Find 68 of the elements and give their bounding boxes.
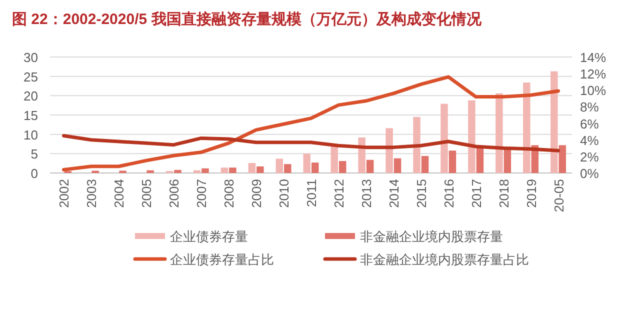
bar [303, 154, 310, 173]
x-tick-label: 2006 [166, 179, 182, 208]
bar [476, 147, 484, 173]
bar [394, 158, 402, 173]
bar [312, 162, 319, 173]
bar [276, 158, 284, 173]
y-tick-label: 30 [24, 50, 38, 65]
y2-tick-label: 8% [580, 100, 600, 115]
x-tick-label: 20-05 [551, 179, 566, 212]
y2-tick-label: 14% [580, 50, 606, 65]
chart-title: 图 22：2002-2020/5 我国直接融资存量规模（万亿元）及构成变化情况 [12, 10, 482, 28]
x-tick-label: 2004 [112, 179, 127, 208]
x-tick-label: 2002 [56, 179, 72, 208]
y2-tick-label: 2% [580, 149, 600, 164]
bar [358, 137, 366, 173]
x-tick-label: 2017 [468, 179, 484, 208]
bar [448, 150, 456, 173]
x-tick-label: 2018 [496, 179, 512, 208]
x-tick-label: 2003 [84, 179, 100, 208]
y-tick-label: 20 [24, 88, 38, 104]
y-tick-label: 25 [24, 69, 38, 84]
x-tick-label: 2007 [194, 179, 210, 208]
y2-tick-label: 6% [580, 116, 600, 132]
bar [256, 166, 264, 173]
x-tick-label: 2019 [524, 179, 539, 208]
x-tick-label: 2012 [331, 179, 346, 208]
x-tick-label: 2008 [222, 179, 237, 208]
y2-tick-label: 4% [580, 132, 600, 148]
bar [284, 164, 292, 173]
y2-tick-label: 12% [580, 66, 606, 82]
y-tick-label: 10 [24, 127, 38, 142]
bar [523, 82, 530, 173]
y2-tick-label: 10% [580, 83, 606, 98]
bar [338, 161, 346, 173]
x-tick-label: 2005 [139, 179, 154, 208]
bar [229, 168, 236, 173]
bar [468, 100, 476, 173]
bar [202, 168, 209, 173]
bar [421, 156, 429, 173]
y2-tick-label: 0% [580, 166, 600, 181]
y-tick-label: 5 [30, 146, 38, 162]
x-tick-label: 2014 [386, 179, 402, 208]
bar [174, 170, 182, 173]
bar [413, 116, 420, 173]
bar [558, 145, 566, 173]
x-tick-label: 2016 [441, 179, 456, 208]
bar [193, 170, 201, 173]
bar [220, 168, 228, 173]
legend-label: 企业债券存量占比 [170, 252, 274, 267]
x-tick-label: 2010 [276, 179, 292, 208]
bar [550, 71, 558, 173]
bar [386, 128, 393, 173]
bar [504, 148, 512, 173]
bar [248, 162, 256, 173]
x-tick-label: 2011 [304, 179, 319, 207]
bar [366, 160, 374, 173]
bar [146, 170, 154, 173]
x-tick-label: 2013 [358, 179, 374, 208]
bar [496, 93, 503, 173]
bar [440, 104, 448, 173]
legend-label: 企业债券存量 [170, 229, 248, 244]
y-tick-label: 0 [30, 166, 38, 181]
x-tick-label: 2009 [249, 179, 264, 208]
bar [330, 146, 338, 173]
x-tick-label: 2015 [414, 179, 429, 208]
legend-label: 非金融企业境内股票存量占比 [360, 252, 529, 267]
legend-label: 非金融企业境内股票存量 [360, 229, 503, 244]
y-tick-label: 15 [24, 108, 38, 123]
